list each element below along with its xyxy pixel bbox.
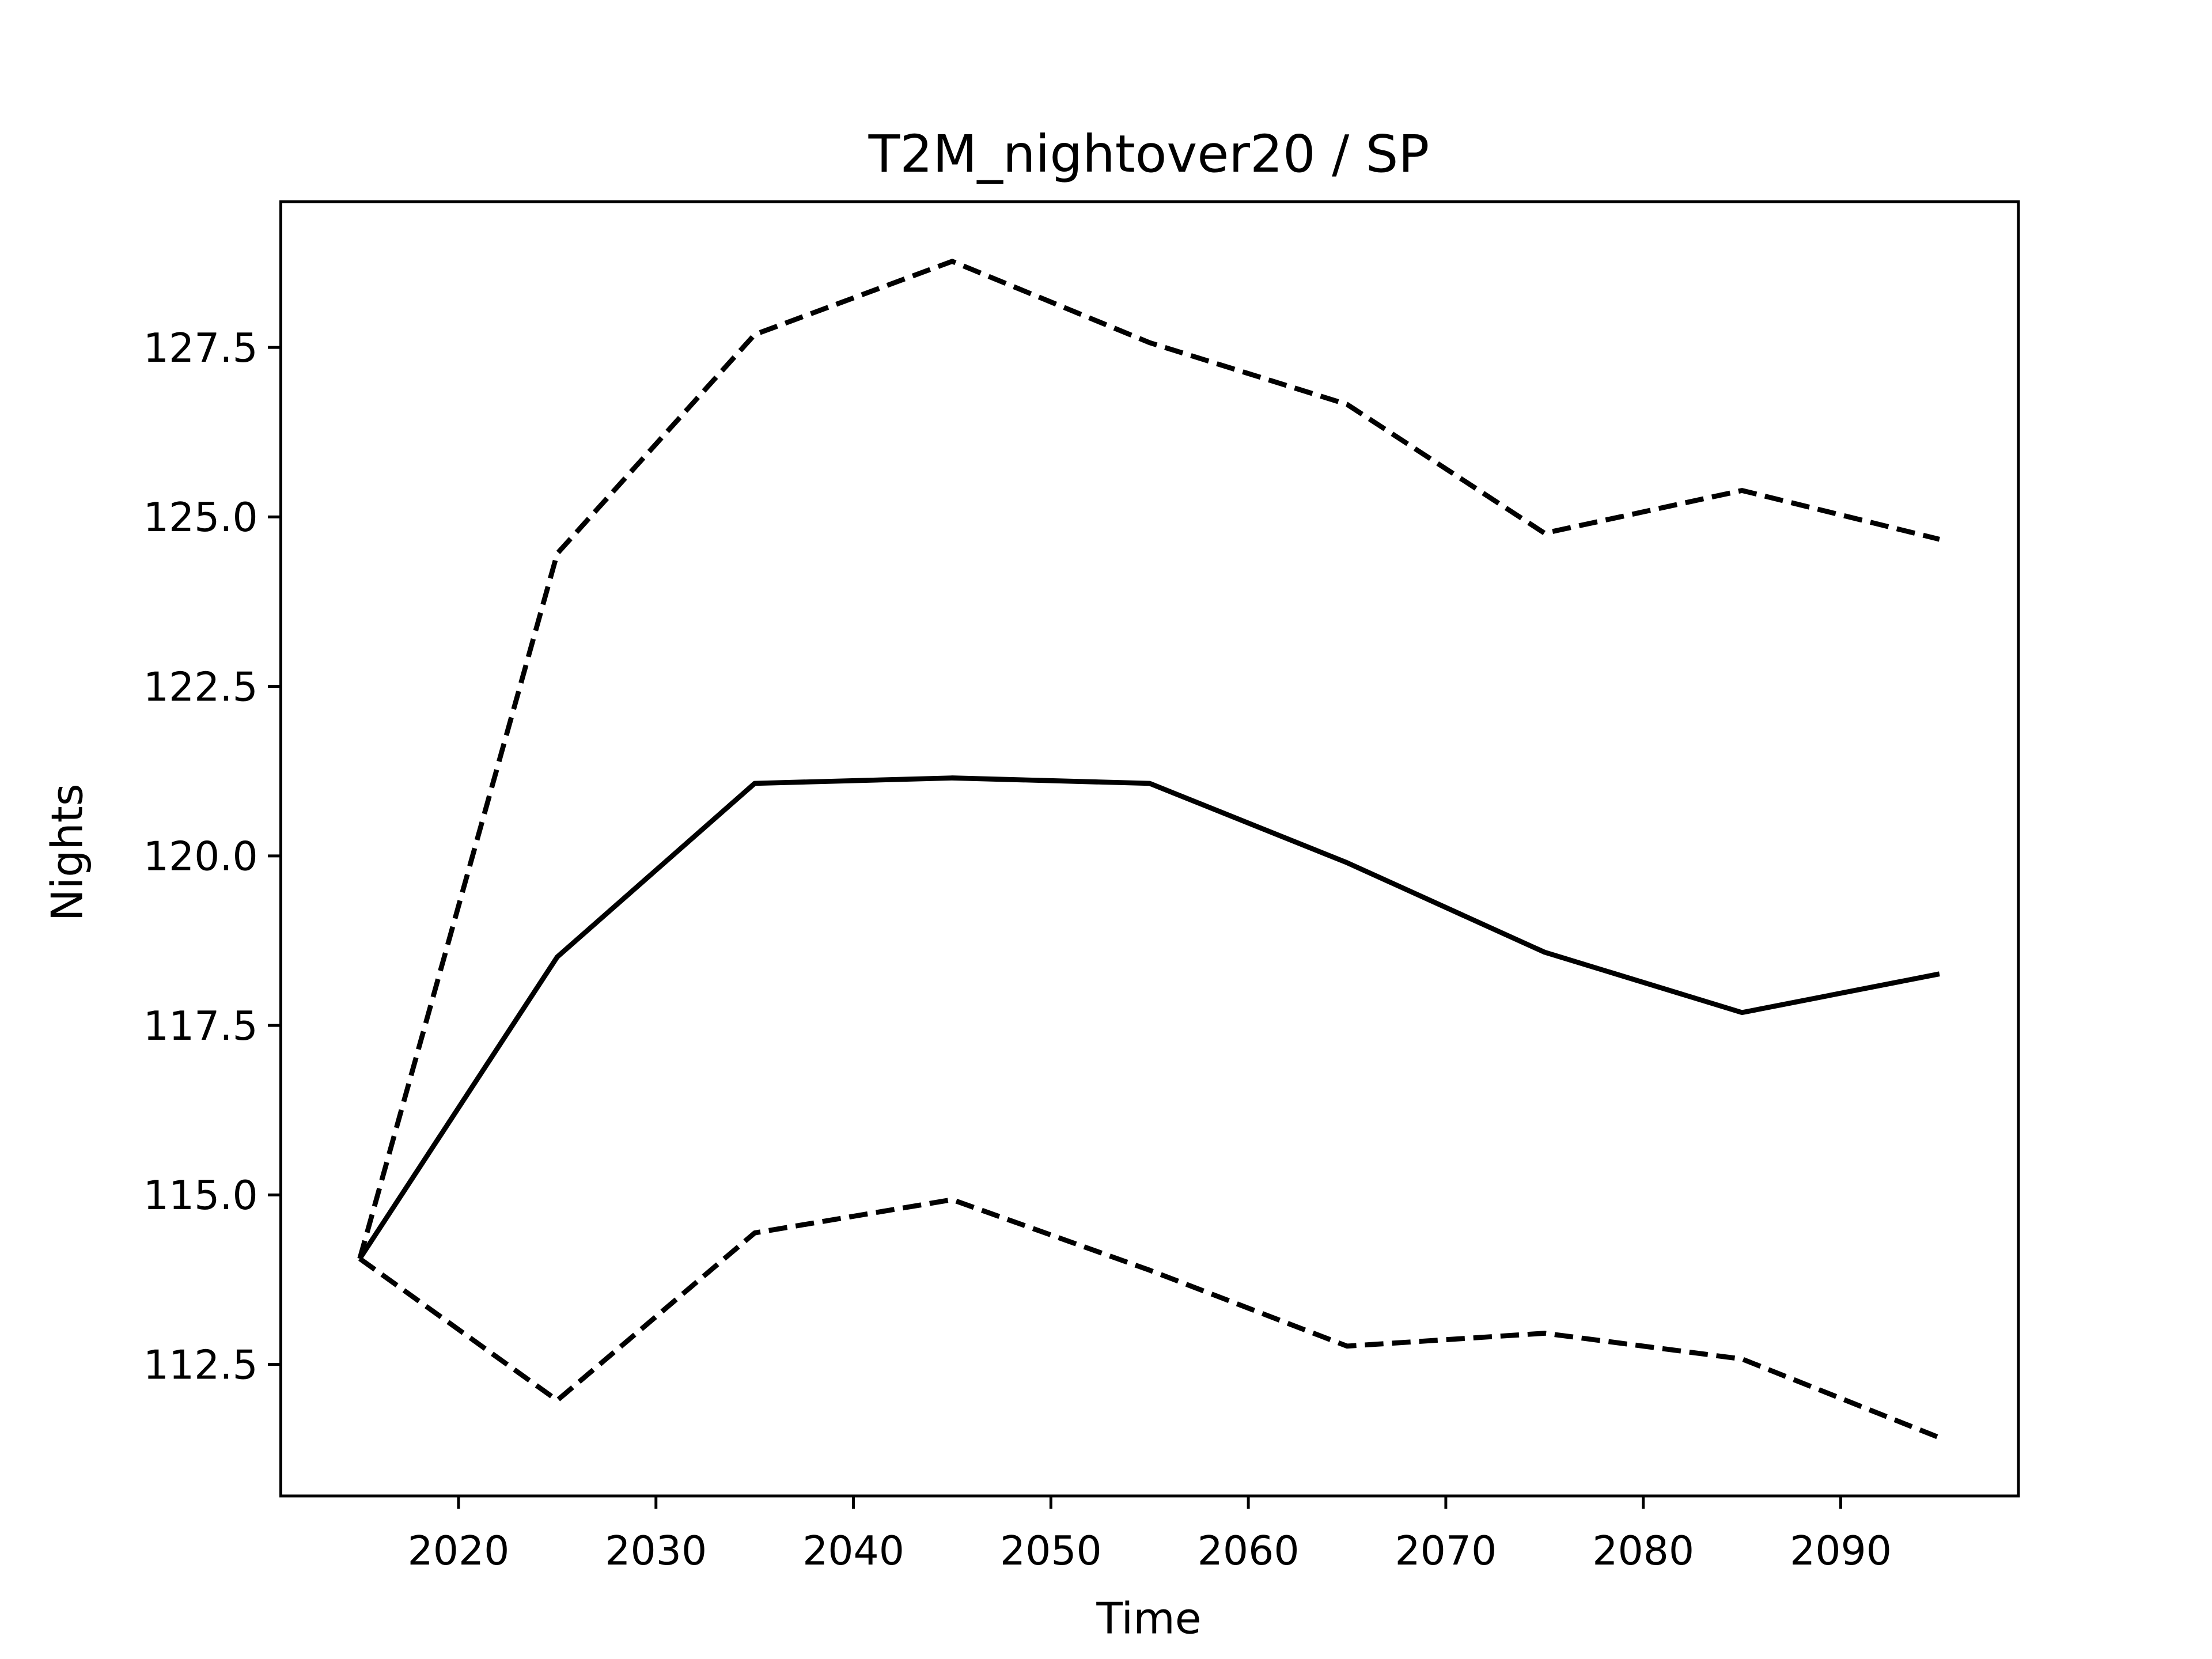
x-tick-label: 2090	[1790, 1528, 1892, 1574]
y-axis-label: Nights	[42, 783, 92, 921]
x-axis-label: Time	[1096, 1593, 1201, 1643]
x-tick-label: 2020	[408, 1528, 510, 1574]
x-tick-label: 2030	[605, 1528, 707, 1574]
y-tick-label: 120.0	[143, 834, 258, 880]
series-line	[357, 775, 1940, 1260]
y-tick-label: 122.5	[143, 664, 258, 710]
y-tick-label: 127.5	[143, 325, 258, 372]
x-tick-label: 2040	[802, 1528, 904, 1574]
x-tick-label: 2060	[1198, 1528, 1300, 1574]
y-tick-label: 112.5	[143, 1342, 258, 1388]
x-tick-label: 2070	[1395, 1528, 1497, 1574]
y-tick-label: 117.5	[143, 1003, 258, 1050]
series-line	[358, 1197, 1941, 1440]
series-line	[357, 259, 1940, 1260]
x-tick-label: 2050	[1000, 1528, 1102, 1574]
y-tick-label: 125.0	[143, 494, 258, 541]
plot-frame	[279, 200, 2020, 1498]
x-tick-label: 2080	[1592, 1528, 1694, 1574]
y-tick-label: 115.0	[143, 1172, 258, 1219]
chart-title: T2M_nightover20 / SP	[868, 124, 1430, 184]
